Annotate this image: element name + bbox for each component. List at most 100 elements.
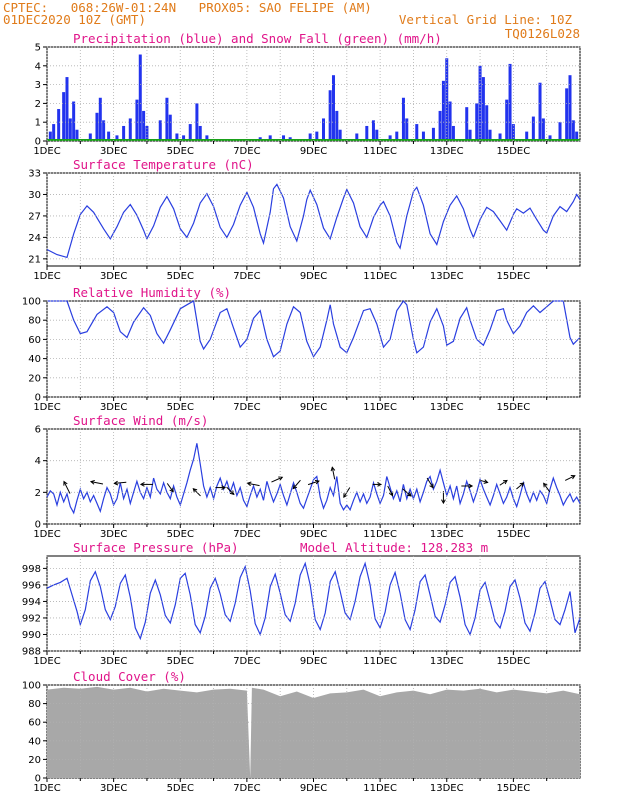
y-tick-label: 988 [22,647,41,658]
series-line [47,300,581,358]
precip-bar [415,124,419,141]
x-tick-label: 11DEC [363,402,397,413]
precip-bar [198,125,202,141]
wind-arrow [271,476,283,483]
x-tick-label: 3DEC [100,271,127,282]
wind-arrow-head [441,499,446,505]
wind-arrow-head [292,484,298,490]
panel-frame [46,46,581,142]
precip-bar [268,135,272,141]
precip-bar [115,135,119,141]
x-tick-label: 11DEC [363,271,397,282]
x-tick-label: 7DEC [233,402,260,413]
precip-bar [175,133,179,141]
x-tick-label: 1DEC [33,656,60,667]
y-tick-label: 0 [35,393,41,404]
precip-bar [571,120,575,141]
y-tick-label: 80 [28,316,41,327]
y-tick-label: 40 [28,736,41,747]
precip-bar [468,129,472,141]
y-tick-label: 40 [28,354,41,365]
x-tick-label: 1DEC [33,529,60,540]
wind-arrow [516,482,524,490]
x-tick-label: 3DEC [100,402,127,413]
wind-arrow-head [570,475,576,480]
precip-bar [57,109,61,141]
wind-arrow-head [406,492,412,497]
y-tick-label: 0 [35,520,41,531]
wind-arrow [331,467,336,480]
wind-arrow [402,488,412,497]
precip-bar [401,97,405,141]
y-tick-label: 30 [28,190,41,201]
wind-arrow-head [113,480,119,486]
x-tick-label: 9DEC [300,402,327,413]
wind-arrow-head [429,483,434,489]
wind-arrow-head [468,483,474,489]
wind-arrow [226,486,235,495]
wind-arrow-head [192,487,198,493]
y-tick-label: 33 [28,169,41,180]
precip-bar [65,77,69,141]
y-tick-label: 996 [22,580,41,591]
precip-bar [182,135,186,141]
precip-bar [338,129,342,141]
precip-bar [48,131,52,141]
wind-arrow-head [246,481,252,487]
x-tick-label: 1DEC [33,146,60,157]
precip-bar [205,135,209,141]
precip-bar [95,112,99,141]
x-tick-label: 15DEC [497,529,531,540]
x-tick-label: 9DEC [300,783,327,794]
precip-bar [88,133,92,141]
x-tick-label: 13DEC [430,146,464,157]
wind-arrow-head [343,493,348,499]
precip-bar [548,135,552,141]
y-tick-label: 100 [22,681,41,692]
wind-arrow-head [377,482,383,487]
y-tick-label: 27 [28,211,41,222]
x-tick-label: 13DEC [430,529,464,540]
precip-bar [441,80,445,141]
precip-bar [405,118,409,141]
y-tick-label: 5 [35,43,41,54]
series-line [46,561,581,641]
x-tick-label: 9DEC [300,271,327,282]
precip-bar [431,127,435,141]
wind-arrow [63,481,71,494]
wind-arrow [166,483,174,493]
header-location: CPTEC: 068:26W-01:24N PROX05: SAO FELIPE… [3,0,372,15]
x-tick-label: 11DEC [363,146,397,157]
precip-bar [321,118,325,141]
wind-arrow [292,479,301,489]
precip-bar [371,120,375,141]
x-tick-label: 15DEC [497,656,531,667]
wind-arrow-head [169,487,174,493]
precip-bar [102,120,106,141]
wind-arrow-head [89,479,95,485]
precip-bar [335,110,339,141]
y-tick-label: 20 [28,755,41,766]
precip-bar [451,125,455,141]
y-tick-label: 998 [22,564,41,575]
wind-arrow [426,477,434,488]
x-tick-label: 7DEC [233,146,260,157]
precip-bar [375,129,379,141]
x-tick-label: 7DEC [233,656,260,667]
x-tick-label: 15DEC [497,271,531,282]
wind-arrow-head [543,482,548,488]
precip-bar [558,122,562,141]
precip-bar [68,118,72,141]
header-datetime: 01DEC2020 10Z (GMT) [3,12,146,27]
precip-bar [568,75,572,141]
y-tick-label: 20 [28,373,41,384]
x-tick-label: 5DEC [167,656,194,667]
panel-title: Surface Wind (m/s) [73,413,208,428]
precip-bar [575,131,579,141]
y-tick-label: 24 [28,233,41,244]
wind-arrow-head [314,479,320,485]
x-tick-label: 15DEC [497,146,531,157]
x-tick-label: 11DEC [363,656,397,667]
precip-bar [498,133,502,141]
x-tick-label: 5DEC [167,783,194,794]
